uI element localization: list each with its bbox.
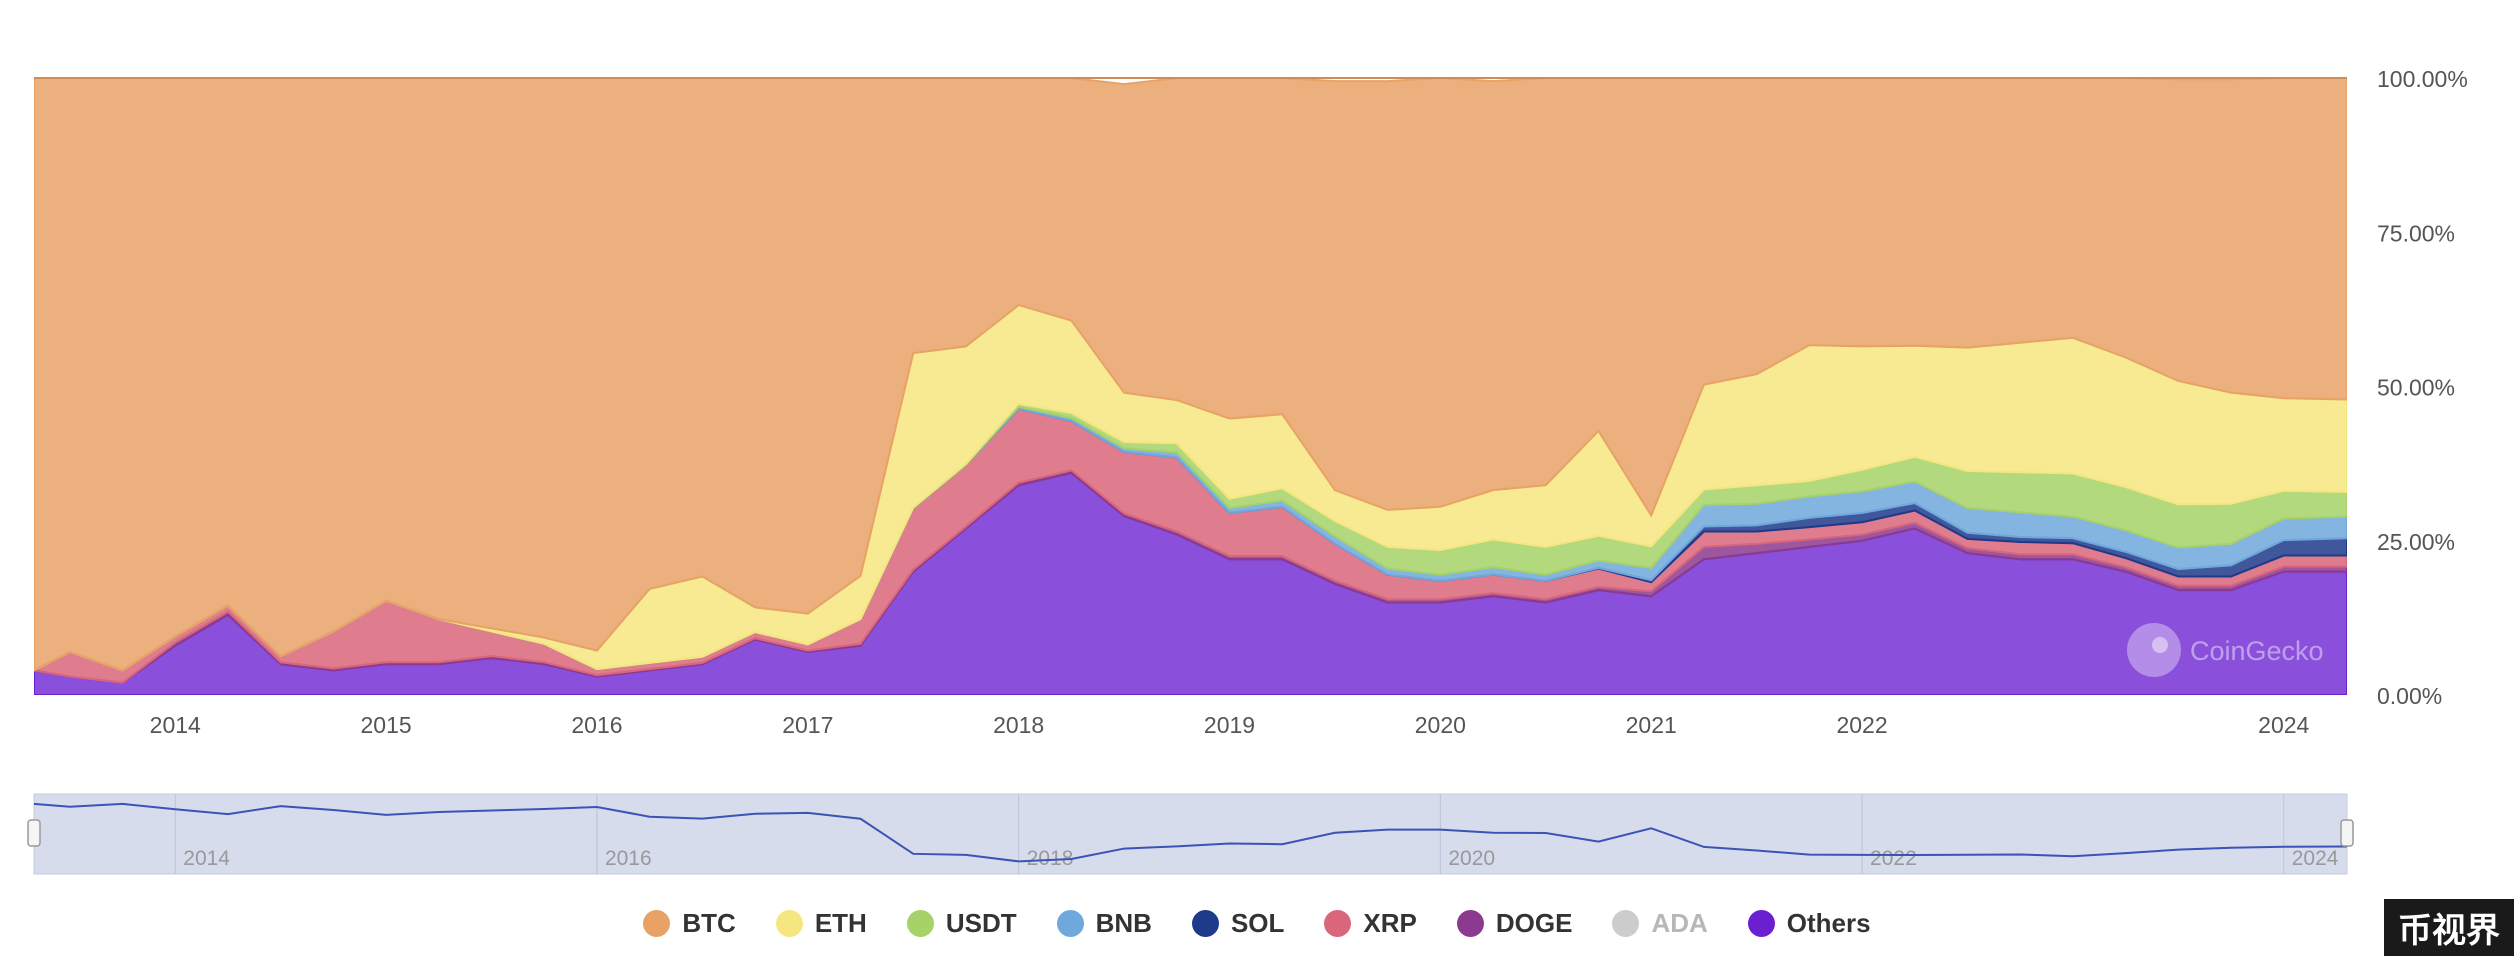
- navigator-line: [33, 802, 2348, 863]
- y-axis: 0.00% 25.00% 50.00% 75.00% 100.00%: [2377, 66, 2468, 709]
- legend-item-xrp[interactable]: XRP: [1324, 907, 1417, 939]
- y-tick-label: 50.00%: [2377, 375, 2455, 401]
- navigator-tick-label: 2020: [1448, 847, 1495, 870]
- legend-label: ADA: [1651, 907, 1708, 938]
- legend-swatch: [775, 909, 803, 937]
- legend-label: DOGE: [1495, 907, 1573, 938]
- watermark-text: CoinGecko: [2190, 636, 2324, 666]
- x-tick-label: 2014: [150, 712, 201, 738]
- y-tick-label: 75.00%: [2377, 220, 2455, 246]
- legend-item-btc[interactable]: BTC: [643, 907, 736, 939]
- legend-item-eth[interactable]: ETH: [775, 907, 867, 939]
- navigator-handle-left[interactable]: [27, 819, 41, 847]
- legend-item-usdt[interactable]: USDT: [906, 907, 1017, 939]
- x-axis: 2014 2015 2016 2017 2018 2019 2020 2021 2022 2024: [150, 712, 2310, 738]
- y-tick-label: 100.00%: [2377, 66, 2468, 92]
- chart-legend: BTC ETH USDT BNB SOL XRP DOGE ADA Others: [0, 898, 2514, 948]
- x-tick-label: 2019: [1204, 712, 1255, 738]
- legend-swatch: [906, 909, 934, 937]
- legend-label: Others: [1786, 907, 1871, 938]
- navigator-tick-label: 2014: [183, 847, 230, 870]
- coingecko-logo-eye-icon: [2152, 637, 2168, 653]
- x-tick-label: 2017: [782, 712, 833, 738]
- legend-swatch: [1456, 909, 1484, 937]
- legend-swatch: [1056, 909, 1084, 937]
- legend-label: ETH: [814, 907, 867, 938]
- navigator-tick-label: 2016: [605, 847, 652, 870]
- legend-swatch: [1191, 909, 1219, 937]
- x-tick-label: 2024: [2258, 712, 2309, 738]
- series-layer: [34, 78, 2347, 695]
- legend-swatch: [1324, 909, 1352, 937]
- legend-item-ada[interactable]: ADA: [1612, 907, 1708, 939]
- x-tick-label: 2015: [361, 712, 412, 738]
- y-tick-label: 25.00%: [2377, 529, 2455, 555]
- navigator-handle-right[interactable]: [2340, 819, 2354, 847]
- legend-label: SOL: [1230, 907, 1285, 938]
- navigator-tick-label: 2018: [1027, 847, 1074, 870]
- y-tick-label: 0.00%: [2377, 683, 2442, 709]
- x-tick-label: 2018: [993, 712, 1044, 738]
- legend-item-sol[interactable]: SOL: [1191, 907, 1285, 939]
- legend-swatch: [1747, 909, 1775, 937]
- x-tick-label: 2022: [1836, 712, 1887, 738]
- legend-label: BNB: [1095, 907, 1152, 938]
- navigator-track[interactable]: [33, 793, 2348, 875]
- chart-svg: 0.00%25.00%50.00%75.00%100.00% 2014 2015 2…: [27, 66, 2468, 875]
- legend-swatch: [643, 909, 671, 937]
- legend-label: BTC: [682, 907, 736, 938]
- x-tick-label: 2016: [571, 712, 622, 738]
- navigator-grid: 2014 2016 2018 2020 2022 2024: [174, 794, 2339, 874]
- corner-badge: 币视界: [2384, 899, 2514, 956]
- legend-label: XRP: [1363, 907, 1417, 938]
- coingecko-logo-icon: [2127, 623, 2181, 677]
- navigator[interactable]: 2014 2016 2018 2020 2022 2024: [27, 793, 2354, 875]
- navigator-tick-label: 2024: [2292, 847, 2339, 870]
- legend-item-doge[interactable]: DOGE: [1456, 907, 1573, 939]
- series-area-btc: [34, 78, 2347, 672]
- x-tick-label: 2021: [1626, 712, 1677, 738]
- legend-swatch: [1612, 909, 1640, 937]
- chart-watermark: CoinGecko: [2127, 623, 2324, 677]
- navigator-tick-label: 2022: [1870, 847, 1917, 870]
- legend-item-others[interactable]: Others: [1747, 907, 1871, 939]
- legend-label: USDT: [945, 907, 1017, 938]
- legend-item-bnb[interactable]: BNB: [1056, 907, 1152, 939]
- x-tick-label: 2020: [1415, 712, 1466, 738]
